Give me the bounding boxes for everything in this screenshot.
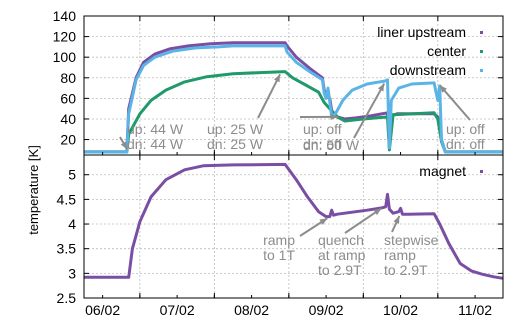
y-tick-label: 3 [68,265,76,281]
annotation-text: to 2.9T [384,262,428,278]
y-tick-label: 100 [53,49,77,65]
annotation-text: dn: 44 W [127,136,184,152]
legend-label: downstream [390,62,466,78]
annotation-text: ramp [263,232,295,248]
legend-swatch [480,69,483,72]
y-tick-label: 140 [53,8,77,24]
y-tick-label: 4.5 [57,191,77,207]
y-tick-label: 2.5 [57,290,77,306]
annotation-text: up: off [303,121,342,137]
annotation-text: dn: 25 W [207,136,264,152]
y-tick-label: 20 [60,132,76,148]
bottom-panel: 06/02 07/02 08/02 09/02 10/02 11/02 2.5 3 3.5 4 4.… [57,155,503,318]
annotation-text: stepwise [384,232,439,248]
annotation-text: up: 25 W [207,121,264,137]
annotation-text: to 2.9T [318,262,362,278]
annotation-text: at ramp [318,247,366,263]
x-tick-label: 09/02 [309,302,344,318]
annotation-text: ramp [384,247,416,263]
y-tick-label: 60 [60,90,76,106]
y-tick-label: 40 [60,111,76,127]
y-tick-label: 4 [68,216,76,232]
y-tick-label: 120 [53,29,77,45]
top-legend: liner upstream center downstream [377,24,483,78]
bottom-legend: magnet [419,163,483,179]
annotation-text: to 1T [263,247,295,263]
x-tick-label: 08/02 [234,302,269,318]
y-tick-label: 5 [68,167,76,183]
top-panel: 20 40 60 80 100 120 140 liner upstream center do… [53,8,503,155]
y-tick-label: 3.5 [57,241,77,257]
annotation-text: up: off [446,121,485,137]
annotation-arrow [354,83,384,138]
legend-label: magnet [419,163,466,179]
x-tick-label: 07/02 [160,302,195,318]
legend-label: center [427,43,466,59]
annotation-text: quench [318,232,364,248]
annotation-text: dn: off [446,136,485,152]
annotation-text: dn: 50 W [303,137,360,153]
x-tick-label: 11/02 [458,302,492,318]
legend-swatch [480,50,483,53]
x-tick-label: 06/02 [85,302,120,318]
legend-swatch [480,31,483,34]
y-tick-label: 80 [60,70,76,86]
legend-label: liner upstream [377,24,466,40]
y-axis-label: temperature [K] [26,145,41,235]
x-tick-label: 10/02 [383,302,418,318]
annotation-text: up: 44 W [127,121,184,137]
legend-swatch [480,170,483,173]
